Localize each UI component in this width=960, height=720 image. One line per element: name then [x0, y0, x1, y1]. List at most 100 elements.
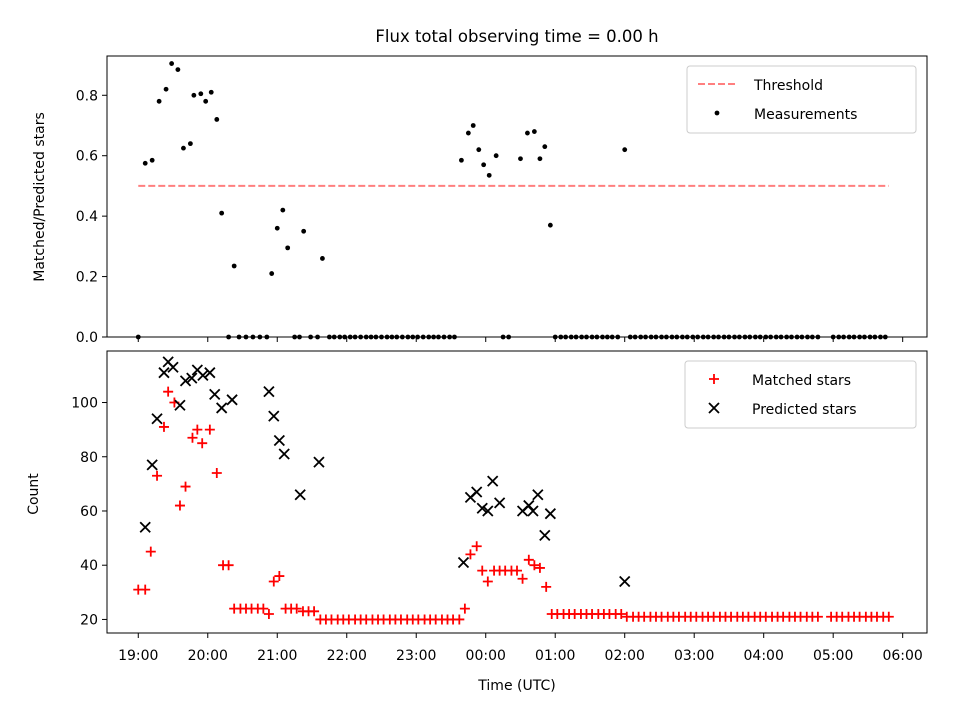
bottom-y-axis-label: Count	[26, 473, 42, 515]
x-tick-label: 03:00	[674, 648, 714, 664]
matched-star-point	[883, 611, 894, 622]
measurement-point	[481, 162, 487, 168]
predicted-star-point	[482, 505, 494, 517]
matched-star-point	[140, 584, 151, 595]
legend-box	[684, 360, 917, 429]
predicted-star-point	[186, 372, 198, 384]
matched-star-point	[529, 560, 540, 571]
y-tick-label: 20	[80, 612, 98, 628]
measurement-point	[537, 156, 543, 162]
predicted-star-point	[493, 497, 506, 509]
matched-star-point	[616, 609, 627, 620]
bottom-legend: Matched stars Predicted stars	[684, 360, 917, 429]
predicted-star-point	[278, 448, 290, 460]
predicted-star-point	[174, 399, 186, 411]
matched-star-point	[223, 560, 234, 571]
y-tick-label: 40	[80, 558, 98, 574]
top-y-axis-label: Matched/Predicted stars	[32, 112, 48, 282]
x-tick-label: 23:00	[396, 648, 436, 664]
predicted-star-point	[158, 367, 170, 379]
matched-star-point	[291, 603, 302, 614]
matched-star-point	[268, 576, 279, 587]
y-tick-label: 0.8	[76, 88, 98, 104]
matched-star-point	[465, 549, 476, 560]
measurement-point	[285, 245, 291, 251]
matched-star-point	[158, 421, 169, 432]
top-legend: Threshold Measurements	[686, 65, 917, 134]
measurement-point	[156, 98, 162, 104]
matched-star-point	[309, 606, 320, 617]
matched-star-point	[204, 424, 215, 435]
measurement-point	[459, 157, 464, 163]
measurement-point	[149, 157, 155, 163]
predicted-star-point	[146, 459, 158, 471]
predicted-star-point	[457, 556, 470, 569]
y-tick-label: 100	[71, 396, 98, 412]
predicted-star-point	[216, 402, 228, 414]
measurement-point	[208, 89, 214, 95]
predicted-star-point	[476, 502, 488, 514]
predicted-star-point	[263, 386, 275, 398]
predicted-star-point	[151, 413, 163, 425]
measurement-point	[301, 228, 307, 234]
predicted-star-point	[273, 434, 285, 447]
matched-star-point	[192, 424, 203, 435]
predicted-star-point	[544, 508, 556, 520]
measurement-point	[181, 145, 186, 151]
legend-measurements-marker	[714, 110, 720, 116]
x-tick-label: 00:00	[466, 648, 506, 664]
legend-predicted-label: Predicted stars	[752, 402, 857, 418]
matched-star-point	[197, 438, 208, 449]
matched-star-point	[187, 432, 198, 443]
y-tick-label: 0.6	[76, 149, 98, 165]
measurement-point	[518, 156, 523, 162]
y-tick-label: 0.0	[76, 330, 98, 346]
predicted-star-point	[619, 575, 631, 588]
measurement-point	[470, 123, 476, 128]
y-tick-label: 0.2	[76, 270, 98, 286]
matched-star-point	[263, 609, 274, 620]
measurement-point	[187, 141, 193, 147]
measurement-point	[465, 130, 471, 136]
measurement-point	[142, 160, 148, 166]
measurement-point	[231, 263, 237, 269]
matched-star-point	[459, 603, 470, 614]
measurement-point	[175, 67, 181, 72]
y-tick-label: 0.4	[76, 209, 98, 225]
legend-measurements-label: Measurements	[754, 107, 857, 123]
measurement-point	[622, 147, 628, 153]
predicted-star-point	[268, 410, 280, 422]
matched-star-point	[471, 541, 482, 552]
predicted-star-point	[226, 394, 238, 406]
measurement-point	[274, 225, 280, 231]
predicted-star-point	[294, 489, 306, 501]
legend-box	[686, 65, 917, 134]
matched-star-point	[454, 614, 465, 625]
matched-star-point	[274, 571, 285, 582]
legend-matched-marker	[709, 374, 719, 384]
measurement-point	[203, 98, 209, 104]
matched-star-point	[180, 481, 191, 492]
x-tick-label: 21:00	[257, 648, 297, 664]
measurement-point	[280, 207, 286, 213]
predicted-star-point	[167, 361, 179, 373]
predicted-star-point	[471, 486, 483, 498]
bottom-panel: 20 40 60 80 100 19:00 20:00 21:00 22:00 23:00 00:0…	[71, 350, 928, 664]
matched-star-point	[477, 565, 488, 576]
matched-star-point	[211, 468, 222, 479]
matched-star-point	[812, 611, 823, 622]
matched-star-point	[482, 576, 493, 587]
matched-star-point	[145, 546, 156, 557]
measurement-point	[191, 92, 197, 98]
predicted-star-point	[532, 489, 544, 501]
legend-threshold-label: Threshold	[753, 78, 823, 94]
measurement-point	[525, 130, 530, 136]
x-tick-label: 06:00	[882, 648, 922, 664]
matched-star-point	[174, 500, 185, 511]
matched-star-point	[258, 603, 269, 614]
measurement-point	[476, 147, 482, 153]
matched-star-point	[523, 554, 534, 565]
measurement-point	[214, 117, 220, 122]
x-tick-label: 20:00	[188, 648, 228, 664]
